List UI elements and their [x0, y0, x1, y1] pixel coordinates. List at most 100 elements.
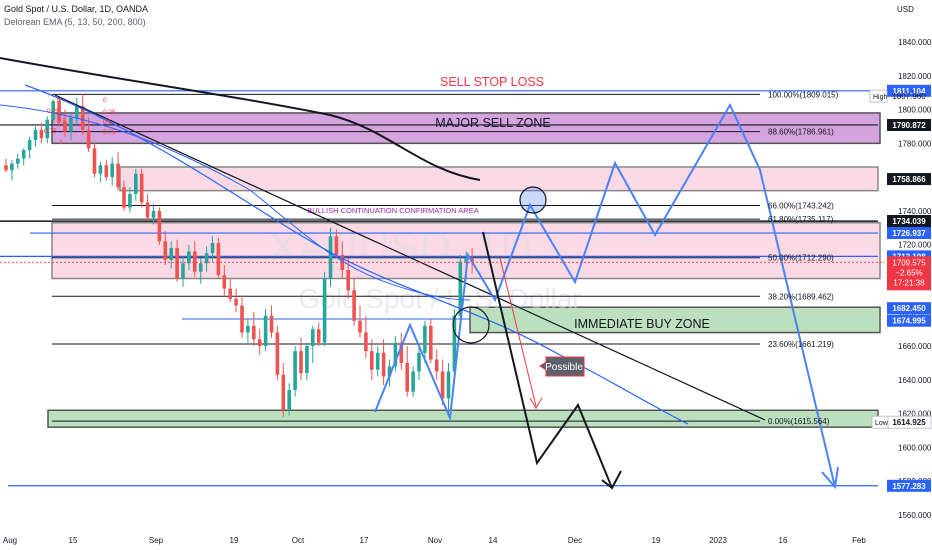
time-tick: 19 [652, 536, 661, 545]
candle-body [145, 202, 150, 218]
candle-body [92, 148, 97, 174]
low-label: Low [875, 420, 889, 427]
price-tag[interactable] [887, 226, 931, 239]
current-timer: 17:21:38 [893, 278, 925, 287]
candle [252, 312, 256, 347]
price-tag[interactable] [887, 84, 931, 97]
candle [246, 319, 250, 343]
time-tick: 19 [230, 536, 239, 545]
candle [452, 308, 457, 377]
candle [263, 308, 268, 352]
candle-body [387, 366, 392, 377]
small-fib-label: 0.75 [103, 129, 116, 136]
candle-body [240, 305, 244, 333]
candle-body [275, 332, 280, 375]
bearish-path[interactable] [482, 231, 613, 489]
current-price-tag[interactable] [887, 256, 931, 291]
price-tag-label: 1614.925 [892, 418, 926, 427]
candle-body [446, 371, 451, 399]
candle [423, 320, 427, 363]
candle-body [299, 351, 303, 374]
candle [340, 241, 345, 279]
price-tag[interactable] [887, 214, 931, 227]
major-sell-zone[interactable] [51, 112, 881, 145]
candle-body [216, 243, 221, 276]
candle [139, 168, 144, 208]
bottom-green-zone[interactable] [47, 409, 879, 428]
fib-level-label: 23.60%(1661.219) [768, 340, 834, 349]
price-tag-label: 1790.872 [892, 121, 926, 130]
highlight-circle-bottom[interactable] [452, 306, 490, 344]
highlight-circle-top[interactable] [519, 186, 547, 214]
possible-label: Possible [545, 362, 583, 373]
indicator-label[interactable]: Delorean EMA (5, 13, 50, 200, 800) [4, 17, 146, 27]
descending-trendline[interactable] [54, 94, 766, 421]
price-tag-label: 1682.450 [892, 304, 926, 313]
candle [69, 114, 73, 140]
red-arrow[interactable] [499, 257, 537, 407]
candle [39, 123, 44, 144]
price-tag-label: 1577.283 [892, 482, 926, 491]
candle-body [228, 288, 232, 299]
candle [311, 325, 315, 363]
candle [210, 236, 215, 262]
candle [193, 241, 197, 277]
candle [322, 271, 327, 347]
high-marker [869, 89, 888, 103]
candle-body [399, 342, 404, 363]
candle-body [246, 325, 250, 333]
possible-callout[interactable] [539, 356, 585, 377]
candle-body [322, 278, 327, 343]
candle [57, 96, 61, 127]
candle-body [352, 290, 356, 321]
immediate-buy-zone[interactable] [469, 306, 881, 334]
candle-body [151, 210, 156, 218]
time-tick: Feb [852, 536, 866, 545]
candle-body [198, 263, 203, 272]
candle-body [370, 351, 374, 370]
time-tick: Dec [568, 536, 582, 545]
projection-path[interactable] [374, 102, 836, 488]
candle-body [80, 106, 85, 130]
candle-body [104, 165, 109, 178]
price-tag[interactable] [887, 479, 931, 492]
candle-body [193, 251, 197, 272]
upper-pink-zone[interactable] [119, 166, 879, 192]
candle [86, 118, 91, 152]
small-fib-label: 0 [103, 97, 107, 104]
candle-body [51, 101, 55, 120]
price-tag[interactable] [887, 173, 931, 186]
candle-body [181, 263, 185, 279]
small-fib-label: 0 [57, 97, 61, 104]
candle [370, 339, 374, 380]
candle [128, 187, 132, 213]
price-tag[interactable] [887, 118, 931, 131]
candle [358, 305, 362, 338]
bullish-confirmation-label: BULLISH CONTINUATION CONFIRMATION AREA [307, 206, 478, 215]
price-tag[interactable] [887, 302, 931, 315]
candle-body [210, 243, 215, 254]
fib-level-label: 88.60%(1786.961) [768, 128, 834, 137]
sell-stop-loss-label: SELL STOP LOSS [440, 75, 544, 89]
time-axis[interactable] [0, 530, 932, 550]
candle [98, 161, 103, 183]
candle-body [375, 352, 380, 370]
candle [287, 383, 291, 416]
candle [10, 160, 14, 181]
candle-body [86, 129, 91, 149]
candle [104, 160, 109, 181]
candle [45, 116, 50, 144]
candle [393, 335, 398, 372]
candle-body [139, 173, 144, 203]
watermark-symbol: XAUUSD, 1D [268, 223, 532, 272]
candle [151, 204, 156, 225]
candle-body [63, 121, 67, 132]
price-tag[interactable] [887, 314, 931, 327]
bearish-arrowhead [601, 470, 622, 490]
candle [157, 207, 162, 245]
candle-body [122, 187, 126, 208]
candle [228, 278, 232, 303]
candle-body [287, 389, 291, 411]
price-tick: 1660.000 [898, 342, 932, 351]
